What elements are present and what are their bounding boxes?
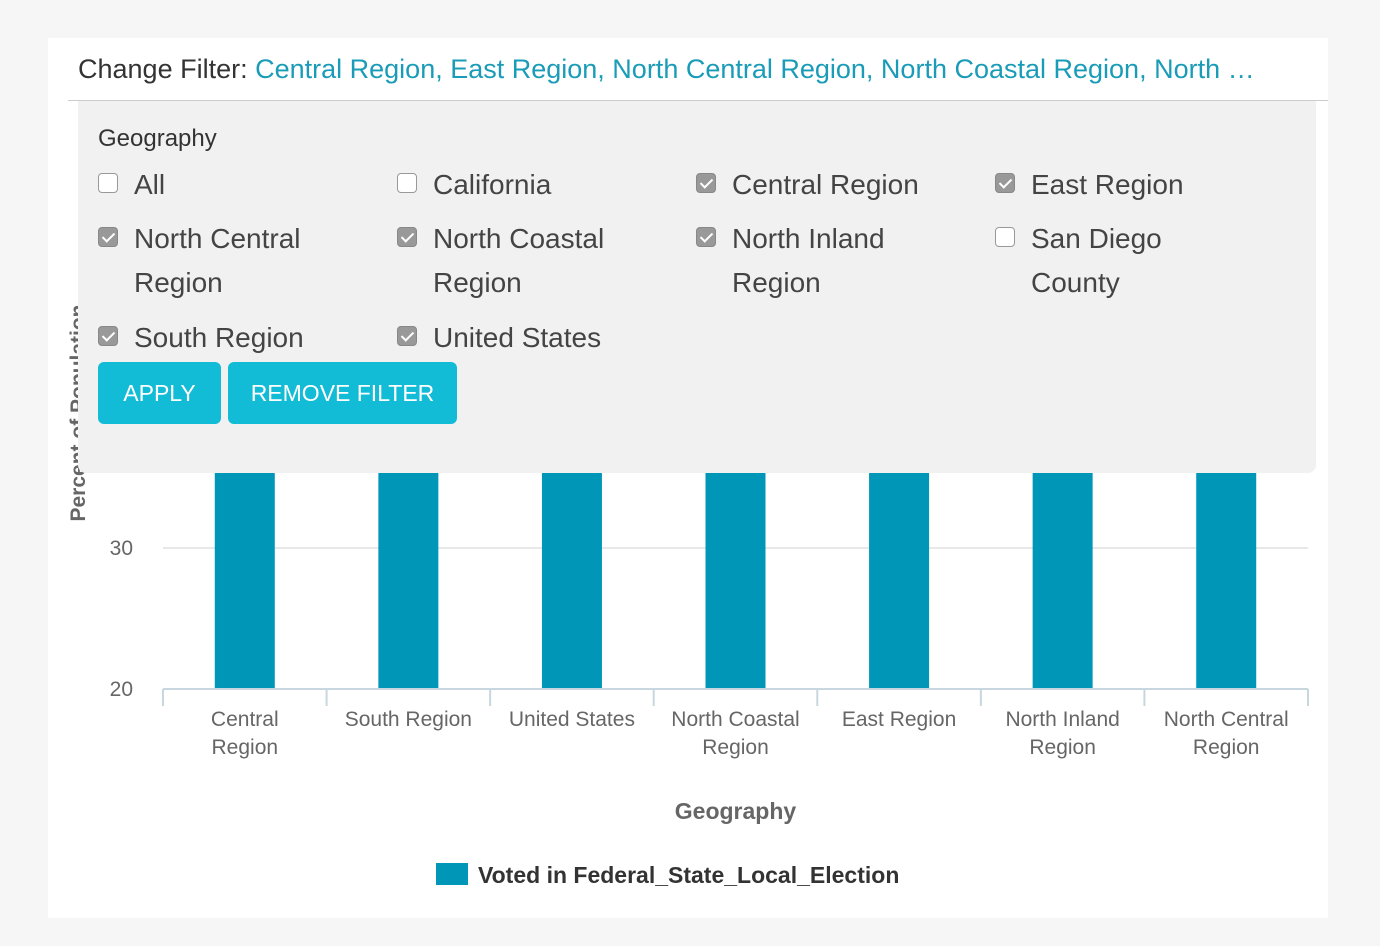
divider bbox=[68, 100, 1328, 101]
checkbox[interactable] bbox=[696, 173, 716, 193]
filter-link[interactable]: Central Region, East Region, North Centr… bbox=[255, 54, 1255, 84]
x-tick-label: United States bbox=[509, 708, 635, 731]
checkbox[interactable] bbox=[98, 173, 118, 193]
checkbox-option[interactable]: South Region bbox=[98, 316, 334, 360]
checkbox-option[interactable]: North Central Region bbox=[98, 217, 334, 305]
option-label: East Region bbox=[1031, 169, 1184, 200]
filter-panel: Geography All California Central Region Eas… bbox=[78, 101, 1316, 473]
checkbox-option[interactable]: North Coastal Region bbox=[397, 217, 633, 305]
x-tick-line: East Region bbox=[842, 708, 956, 731]
filter-bar: Change Filter: Central Region, East Regi… bbox=[78, 54, 1328, 85]
x-tick-line: North Central bbox=[1164, 708, 1289, 731]
option-label: San Diego County bbox=[1031, 223, 1162, 298]
option-label: Central Region bbox=[732, 169, 919, 200]
checkbox[interactable] bbox=[98, 227, 118, 247]
checkbox[interactable] bbox=[397, 173, 417, 193]
x-tick-line: Region bbox=[1193, 736, 1260, 759]
x-tick-line: North Coastal bbox=[671, 708, 799, 731]
checkbox[interactable] bbox=[98, 326, 118, 346]
x-tick-line: Region bbox=[212, 736, 279, 759]
checkbox[interactable] bbox=[696, 227, 716, 247]
checkbox-option[interactable]: Central Region bbox=[696, 163, 932, 207]
x-tick-line: Region bbox=[702, 736, 769, 759]
checkbox-option[interactable]: California bbox=[397, 163, 633, 207]
x-tick-label: North Central Region bbox=[1164, 708, 1289, 759]
y-tick-label: 20 bbox=[110, 678, 133, 701]
filter-label: Change Filter: bbox=[78, 54, 248, 84]
x-tick-line: United States bbox=[509, 708, 635, 731]
option-label: United States bbox=[433, 322, 602, 353]
x-tick-label: North Coastal Region bbox=[671, 708, 799, 759]
checkbox-option[interactable]: North Inland Region bbox=[696, 217, 932, 305]
x-tick-label: South Region bbox=[345, 708, 472, 731]
checkbox-option[interactable]: East Region bbox=[995, 163, 1231, 207]
legend-label: Voted in Federal_State_Local_Election bbox=[478, 862, 899, 888]
option-label: North Central Region bbox=[134, 223, 301, 298]
option-label: North Coastal Region bbox=[433, 223, 605, 298]
legend-swatch bbox=[436, 863, 468, 885]
option-label: California bbox=[433, 169, 552, 200]
checkbox-option[interactable]: United States bbox=[397, 316, 633, 360]
x-axis-title: Geography bbox=[675, 798, 797, 824]
y-tick-label: 30 bbox=[110, 537, 133, 560]
checkbox[interactable] bbox=[995, 173, 1015, 193]
option-label: North Inland Region bbox=[732, 223, 885, 298]
checkbox-option[interactable]: San Diego County bbox=[995, 217, 1231, 305]
option-label: South Region bbox=[134, 322, 304, 353]
x-tick-line: South Region bbox=[345, 708, 472, 731]
x-tick-label: North Inland Region bbox=[1005, 708, 1119, 759]
x-tick-line: Central bbox=[211, 708, 279, 731]
x-tick-label: East Region bbox=[842, 708, 956, 731]
x-tick-line: North Inland bbox=[1005, 708, 1119, 731]
checkbox[interactable] bbox=[397, 326, 417, 346]
checkbox[interactable] bbox=[397, 227, 417, 247]
checkbox[interactable] bbox=[995, 227, 1015, 247]
x-tick-line: Region bbox=[1029, 736, 1096, 759]
x-tick-label: Central Region bbox=[211, 708, 279, 759]
option-label: All bbox=[134, 169, 166, 200]
checkbox-option[interactable]: All bbox=[98, 163, 334, 207]
button[interactable]: REMOVE FILTER bbox=[228, 362, 457, 424]
button[interactable]: APPLY bbox=[98, 362, 221, 424]
panel-heading: Geography bbox=[98, 125, 217, 152]
